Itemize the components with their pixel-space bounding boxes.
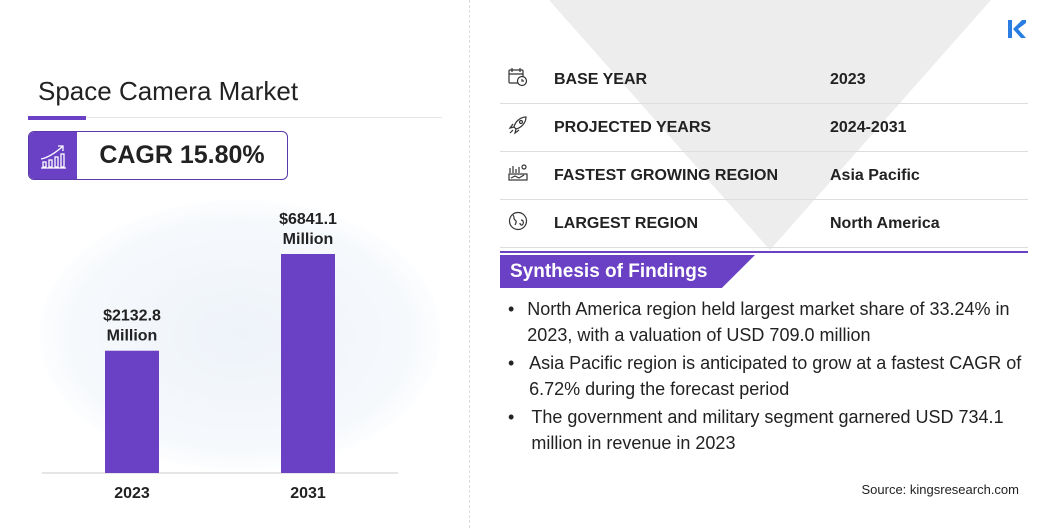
bullet: • — [508, 299, 515, 319]
info-key: FASTEST GROWING REGION — [554, 166, 779, 184]
bullet: • — [508, 407, 515, 427]
info-row: LARGEST REGION North America — [500, 200, 1028, 248]
finding-text: North America region held largest market… — [527, 299, 1010, 345]
finding-item: • North America region held largest marke… — [508, 296, 1028, 348]
info-value: North America — [830, 214, 940, 232]
info-row: BASE YEAR 2023 — [500, 56, 1028, 104]
data-label: Million — [107, 328, 158, 345]
data-label: $6841.1 — [279, 211, 337, 228]
info-row: PROJECTED YEARS 2024-2031 — [500, 104, 1028, 152]
finding-item: • The government and military segment gar… — [508, 404, 1028, 456]
finding-text: Asia Pacific region is anticipated to gr… — [529, 353, 1022, 399]
globe-icon — [500, 211, 554, 236]
cagr-badge: CAGR 15.80% — [28, 131, 288, 180]
key-info-table: BASE YEAR 2023 PROJECTED YEARS 2024-2031 FAS… — [500, 56, 1028, 248]
page-title: Space Camera Market — [38, 76, 299, 106]
info-key: PROJECTED YEARS — [554, 118, 712, 136]
info-key: LARGEST REGION — [554, 214, 699, 232]
findings-list: • North America region held largest marke… — [508, 296, 1028, 458]
growth-chart-icon — [29, 132, 77, 179]
info-key: BASE YEAR — [554, 70, 648, 88]
finding-text: The government and military segment garn… — [531, 407, 1004, 453]
info-row: FASTEST GROWING REGION Asia Pacific — [500, 152, 1028, 200]
synthesis-line — [500, 251, 1028, 253]
divider — [469, 0, 470, 528]
info-value: 2024-2031 — [830, 118, 907, 136]
x-tick-label: 2023 — [114, 485, 150, 502]
bar-chart: $2132.8 Million 2023 $6841.1 Million 2031 — [42, 211, 398, 502]
x-tick-label: 2031 — [290, 485, 326, 502]
bar-2031 — [281, 254, 335, 473]
rocket-icon — [500, 115, 554, 140]
bar-2023 — [105, 350, 159, 473]
finding-item: • Asia Pacific region is anticipated to g… — [508, 350, 1028, 402]
synthesis-heading: Synthesis of Findings — [500, 255, 755, 288]
info-value: 2023 — [830, 70, 866, 88]
region-growth-icon — [500, 163, 554, 188]
data-label: Million — [283, 231, 334, 248]
cagr-value: CAGR 15.80% — [99, 141, 265, 169]
source-text: Source: kingsresearch.com — [861, 482, 1019, 497]
info-value: Asia Pacific — [830, 166, 920, 184]
calendar-clock-icon — [500, 67, 554, 92]
title-accent — [28, 116, 86, 120]
bullet: • — [508, 353, 515, 373]
background-triangle — [549, 0, 991, 250]
data-label: $2132.8 — [103, 308, 161, 325]
title-underline — [28, 117, 442, 118]
kings-research-logo — [1008, 18, 1028, 45]
